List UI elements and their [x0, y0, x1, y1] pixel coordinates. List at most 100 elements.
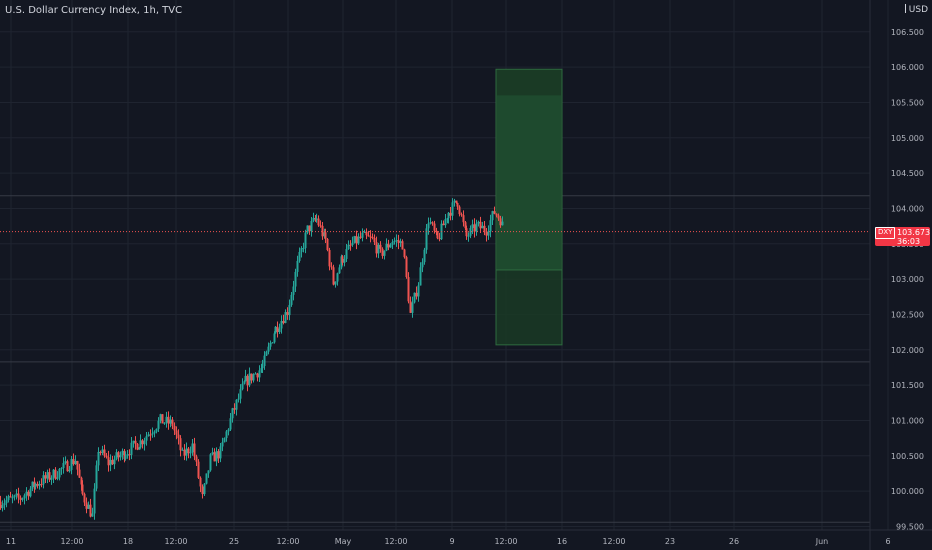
candle-body[interactable] — [377, 244, 380, 254]
candle-body[interactable] — [181, 449, 184, 451]
candle-body[interactable] — [141, 440, 144, 445]
candle-body[interactable] — [60, 468, 63, 470]
candle-body[interactable] — [458, 206, 461, 215]
candle-body[interactable] — [205, 473, 208, 484]
candle-body[interactable] — [401, 241, 404, 250]
candle-body[interactable] — [36, 483, 39, 486]
candle-body[interactable] — [276, 326, 279, 332]
candle-body[interactable] — [169, 419, 172, 424]
candle-body[interactable] — [50, 477, 53, 480]
candle-body[interactable] — [399, 241, 402, 243]
candle-body[interactable] — [29, 488, 32, 497]
candle-body[interactable] — [78, 469, 81, 478]
candle-body[interactable] — [246, 375, 249, 386]
candle-body[interactable] — [298, 251, 301, 261]
candle-body[interactable] — [203, 483, 206, 495]
candle-body[interactable] — [81, 484, 84, 494]
candle-body[interactable] — [361, 232, 364, 238]
candle-body[interactable] — [351, 242, 354, 246]
candle-body[interactable] — [403, 249, 406, 258]
candle-body[interactable] — [330, 266, 333, 268]
candle-body[interactable] — [223, 438, 226, 443]
candle-body[interactable] — [211, 452, 214, 455]
candle-body[interactable] — [447, 212, 450, 219]
candle-body[interactable] — [80, 477, 83, 485]
candle-body[interactable] — [395, 240, 398, 242]
candle-body[interactable] — [369, 236, 372, 238]
candle-body[interactable] — [31, 481, 34, 489]
candle-body[interactable] — [312, 217, 315, 221]
candle-body[interactable] — [83, 493, 86, 503]
candle-body[interactable] — [278, 328, 281, 332]
candle-body[interactable] — [7, 496, 10, 501]
candle-body[interactable] — [123, 450, 126, 459]
candle-body[interactable] — [409, 301, 412, 313]
candle-body[interactable] — [250, 373, 253, 381]
candle-body[interactable] — [487, 231, 490, 236]
position-stop-zone[interactable] — [495, 269, 563, 346]
candle-body[interactable] — [491, 211, 494, 221]
candle-body[interactable] — [147, 434, 150, 437]
time-axis[interactable]: 11 12:00 18 12:00 25 12:00 May 12:00 9 12:00 16 12:… — [6, 537, 891, 546]
candle-body[interactable] — [207, 470, 210, 474]
candle-body[interactable] — [21, 498, 24, 500]
candle-body[interactable] — [138, 447, 141, 450]
candle-body[interactable] — [436, 231, 439, 239]
candle-body[interactable] — [219, 446, 222, 459]
candle-body[interactable] — [254, 373, 257, 375]
candle-body[interactable] — [91, 513, 94, 517]
candle-body[interactable] — [126, 454, 129, 457]
candle-body[interactable] — [231, 408, 234, 419]
candle-body[interactable] — [209, 454, 212, 471]
candle-body[interactable] — [171, 419, 174, 426]
horizontal-levels[interactable] — [0, 195, 870, 523]
candle-body[interactable] — [115, 452, 118, 460]
candle-body[interactable] — [113, 459, 116, 465]
candle-body[interactable] — [413, 292, 416, 303]
candle-body[interactable] — [304, 232, 307, 249]
candle-body[interactable] — [355, 236, 358, 244]
candle-body[interactable] — [282, 321, 285, 324]
candle-body[interactable] — [256, 373, 259, 378]
candle-body[interactable] — [274, 326, 277, 334]
candle-body[interactable] — [195, 456, 198, 462]
candle-body[interactable] — [237, 398, 240, 400]
candle-body[interactable] — [363, 231, 366, 233]
candle-body[interactable] — [175, 430, 178, 435]
candle-body[interactable] — [159, 414, 162, 421]
candle-body[interactable] — [185, 448, 188, 456]
candle-body[interactable] — [349, 244, 352, 246]
candle-body[interactable] — [149, 434, 152, 436]
candle-body[interactable] — [319, 225, 322, 227]
candle-body[interactable] — [151, 433, 154, 435]
candle-body[interactable] — [427, 223, 430, 229]
candle-body[interactable] — [433, 223, 436, 231]
candle-body[interactable] — [101, 449, 104, 453]
candle-body[interactable] — [261, 366, 264, 369]
candle-body[interactable] — [187, 448, 190, 454]
candle-body[interactable] — [397, 240, 400, 243]
candle-body[interactable] — [315, 218, 318, 220]
candle-body[interactable] — [124, 456, 127, 459]
candle-body[interactable] — [296, 260, 299, 272]
candle-body[interactable] — [40, 484, 43, 486]
candle-body[interactable] — [467, 235, 470, 237]
candle-body[interactable] — [54, 469, 57, 479]
candle-body[interactable] — [258, 370, 261, 378]
candle-body[interactable] — [128, 454, 131, 456]
candle-body[interactable] — [64, 461, 67, 463]
candle-body[interactable] — [353, 236, 356, 243]
candle-body[interactable] — [243, 381, 246, 384]
candle-body[interactable] — [153, 431, 156, 434]
candle-body[interactable] — [44, 475, 47, 479]
candle-body[interactable] — [189, 452, 192, 454]
candle-body[interactable] — [334, 281, 337, 285]
currency-selector[interactable]: USD — [904, 4, 928, 15]
candle-body[interactable] — [286, 312, 289, 316]
candle-body[interactable] — [99, 451, 102, 453]
candle-body[interactable] — [85, 502, 88, 509]
candle-body[interactable] — [139, 440, 142, 448]
candle-body[interactable] — [357, 236, 360, 244]
candle-body[interactable] — [421, 262, 424, 268]
candle-body[interactable] — [215, 451, 218, 462]
